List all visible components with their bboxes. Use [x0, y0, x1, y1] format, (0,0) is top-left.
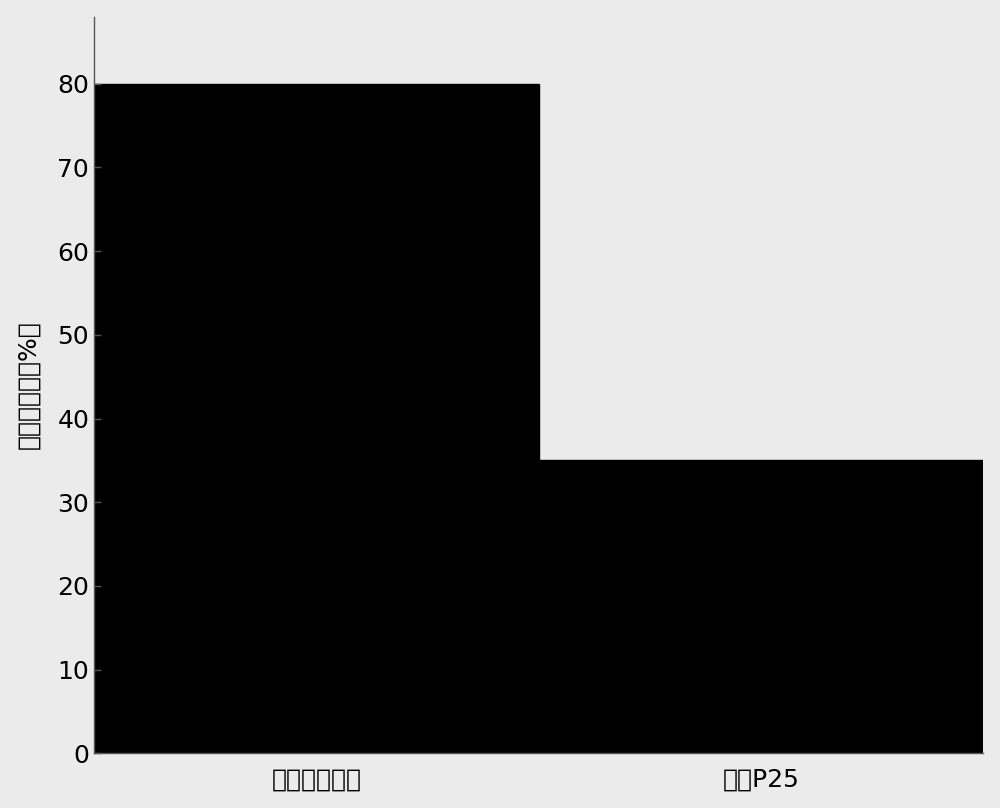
- Bar: [94, 84, 539, 753]
- Bar: [539, 461, 983, 753]
- Y-axis label: 甲苯去除率（%）: 甲苯去除率（%）: [17, 321, 41, 449]
